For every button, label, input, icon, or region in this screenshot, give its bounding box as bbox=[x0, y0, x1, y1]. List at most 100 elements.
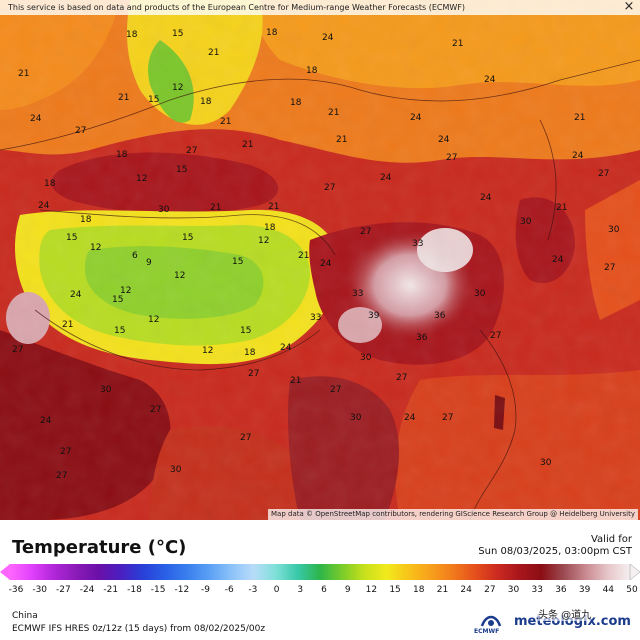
temp-label: 21 bbox=[208, 48, 219, 58]
temp-label: 21 bbox=[210, 203, 221, 213]
temperature-map[interactable]: 18 15 21 18 24 21 18 21 24 21 18 15 12 1… bbox=[0, 0, 640, 520]
valid-time: Sun 08/03/2025, 03:00pm CST bbox=[478, 546, 632, 557]
colorbar-tick-label: 44 bbox=[602, 585, 615, 595]
colorbar-tick-label: -24 bbox=[79, 585, 95, 595]
temp-label: 15 bbox=[176, 165, 187, 175]
temp-label: 27 bbox=[240, 433, 251, 443]
temp-label: 15 bbox=[112, 295, 123, 305]
colorbar-tick-label: 6 bbox=[321, 585, 327, 595]
colorbar-tick-label: 15 bbox=[389, 585, 401, 595]
borders bbox=[0, 59, 640, 520]
colorbar-tick-label: -36 bbox=[8, 585, 24, 595]
temp-label: 24 bbox=[572, 151, 584, 161]
temp-label: 30 bbox=[360, 353, 372, 363]
colorbar-tick-label: 36 bbox=[555, 585, 567, 595]
temp-label: 24 bbox=[30, 114, 42, 124]
temp-label: 24 bbox=[40, 416, 52, 426]
colorbar-gradient bbox=[10, 564, 630, 580]
temp-label: 27 bbox=[324, 183, 335, 193]
temp-label: 21 bbox=[242, 140, 253, 150]
temp-label: 27 bbox=[60, 447, 71, 457]
temp-label: 12 bbox=[172, 83, 183, 93]
temp-label: 21 bbox=[328, 108, 339, 118]
colorbar-tick-label: 24 bbox=[460, 585, 472, 595]
colorbar-right-arrow bbox=[629, 563, 640, 581]
temp-label: 30 bbox=[520, 217, 532, 227]
temp-label: 36 bbox=[416, 333, 428, 343]
temp-label: 15 bbox=[182, 233, 193, 243]
temp-label: 18 bbox=[80, 215, 92, 225]
colorbar-tick-label: -9 bbox=[201, 585, 211, 595]
temp-label: 12 bbox=[120, 286, 131, 296]
colorbar-tick-label: 33 bbox=[531, 585, 543, 595]
temp-label: 27 bbox=[248, 369, 259, 379]
ecmwf-notice-text: This service is based on data and produc… bbox=[8, 3, 466, 12]
model-info: ECMWF IFS HRES 0z/12z (15 days) from 08/… bbox=[12, 624, 266, 634]
temp-label: 21 bbox=[336, 135, 347, 145]
temp-label: 27 bbox=[490, 331, 501, 341]
temp-label: 24 bbox=[404, 413, 416, 423]
temp-label: 30 bbox=[170, 465, 182, 475]
temp-label: 21 bbox=[62, 320, 73, 330]
temp-label: 24 bbox=[480, 193, 492, 203]
temp-label: 21 bbox=[298, 251, 309, 261]
temp-label: 21 bbox=[18, 69, 29, 79]
temp-label: 27 bbox=[446, 153, 457, 163]
temp-label: 24 bbox=[280, 343, 292, 353]
temp-label: 12 bbox=[148, 315, 159, 325]
colorbar-tick-label: -18 bbox=[127, 585, 142, 595]
temp-label: 30 bbox=[100, 385, 112, 395]
map-attribution: Map data © OpenStreetMap contributors, r… bbox=[268, 509, 638, 520]
colorbar-tick-label: -6 bbox=[224, 585, 234, 595]
temp-label: 24 bbox=[438, 135, 450, 145]
temp-label: 9 bbox=[146, 258, 152, 268]
temp-label: 18 bbox=[200, 97, 212, 107]
temp-label: 27 bbox=[330, 385, 341, 395]
temp-label: 24 bbox=[38, 201, 50, 211]
temp-label: 21 bbox=[452, 39, 463, 49]
temp-label: 27 bbox=[56, 471, 67, 481]
temp-label: 21 bbox=[268, 202, 279, 212]
temp-label: 21 bbox=[574, 113, 585, 123]
colorbar-tick-label: -21 bbox=[103, 585, 119, 595]
close-icon[interactable]: × bbox=[623, 0, 635, 14]
temp-label: 27 bbox=[150, 405, 161, 415]
colorbar-left-arrow bbox=[0, 564, 10, 580]
temp-label: 27 bbox=[598, 169, 609, 179]
temp-label: 18 bbox=[290, 98, 302, 108]
temp-label: 30 bbox=[158, 205, 170, 215]
colorbar-tick-label: 30 bbox=[507, 585, 520, 595]
temp-label: 24 bbox=[320, 259, 332, 269]
temp-label: 24 bbox=[484, 75, 496, 85]
temp-label: 33 bbox=[310, 313, 321, 323]
temp-label: 24 bbox=[552, 255, 564, 265]
temp-label: 27 bbox=[396, 373, 407, 383]
temp-label: 39 bbox=[368, 311, 380, 321]
temp-label: 12 bbox=[136, 174, 147, 184]
temp-label: 24 bbox=[70, 290, 82, 300]
colorbar-tick-label: 50 bbox=[626, 585, 638, 595]
temp-label: 12 bbox=[174, 271, 185, 281]
temp-label: 12 bbox=[202, 346, 213, 356]
temp-label: 18 bbox=[44, 179, 56, 189]
temp-label: 36 bbox=[434, 311, 446, 321]
colorbar-tick-label: -27 bbox=[56, 585, 71, 595]
colorbar-tick-label: 12 bbox=[365, 585, 378, 595]
temp-label: 18 bbox=[126, 30, 138, 40]
colorbar-tick-label: -30 bbox=[32, 585, 48, 595]
temp-label: 24 bbox=[380, 173, 392, 183]
temp-label: 18 bbox=[244, 348, 256, 358]
colorbar-tick-label: 21 bbox=[436, 585, 449, 595]
temp-label: 15 bbox=[172, 29, 183, 39]
temp-label: 12 bbox=[90, 243, 101, 253]
temp-label: 30 bbox=[540, 458, 552, 468]
temp-label: 24 bbox=[322, 33, 334, 43]
temp-label: 21 bbox=[220, 117, 231, 127]
temp-label: 18 bbox=[264, 223, 276, 233]
temp-label: 18 bbox=[116, 150, 128, 160]
temp-label: 15 bbox=[240, 326, 251, 336]
temp-label: 27 bbox=[12, 345, 23, 355]
temp-label: 33 bbox=[412, 239, 423, 249]
colorbar-tick-label: -15 bbox=[150, 585, 166, 595]
temp-label: 15 bbox=[66, 233, 77, 243]
